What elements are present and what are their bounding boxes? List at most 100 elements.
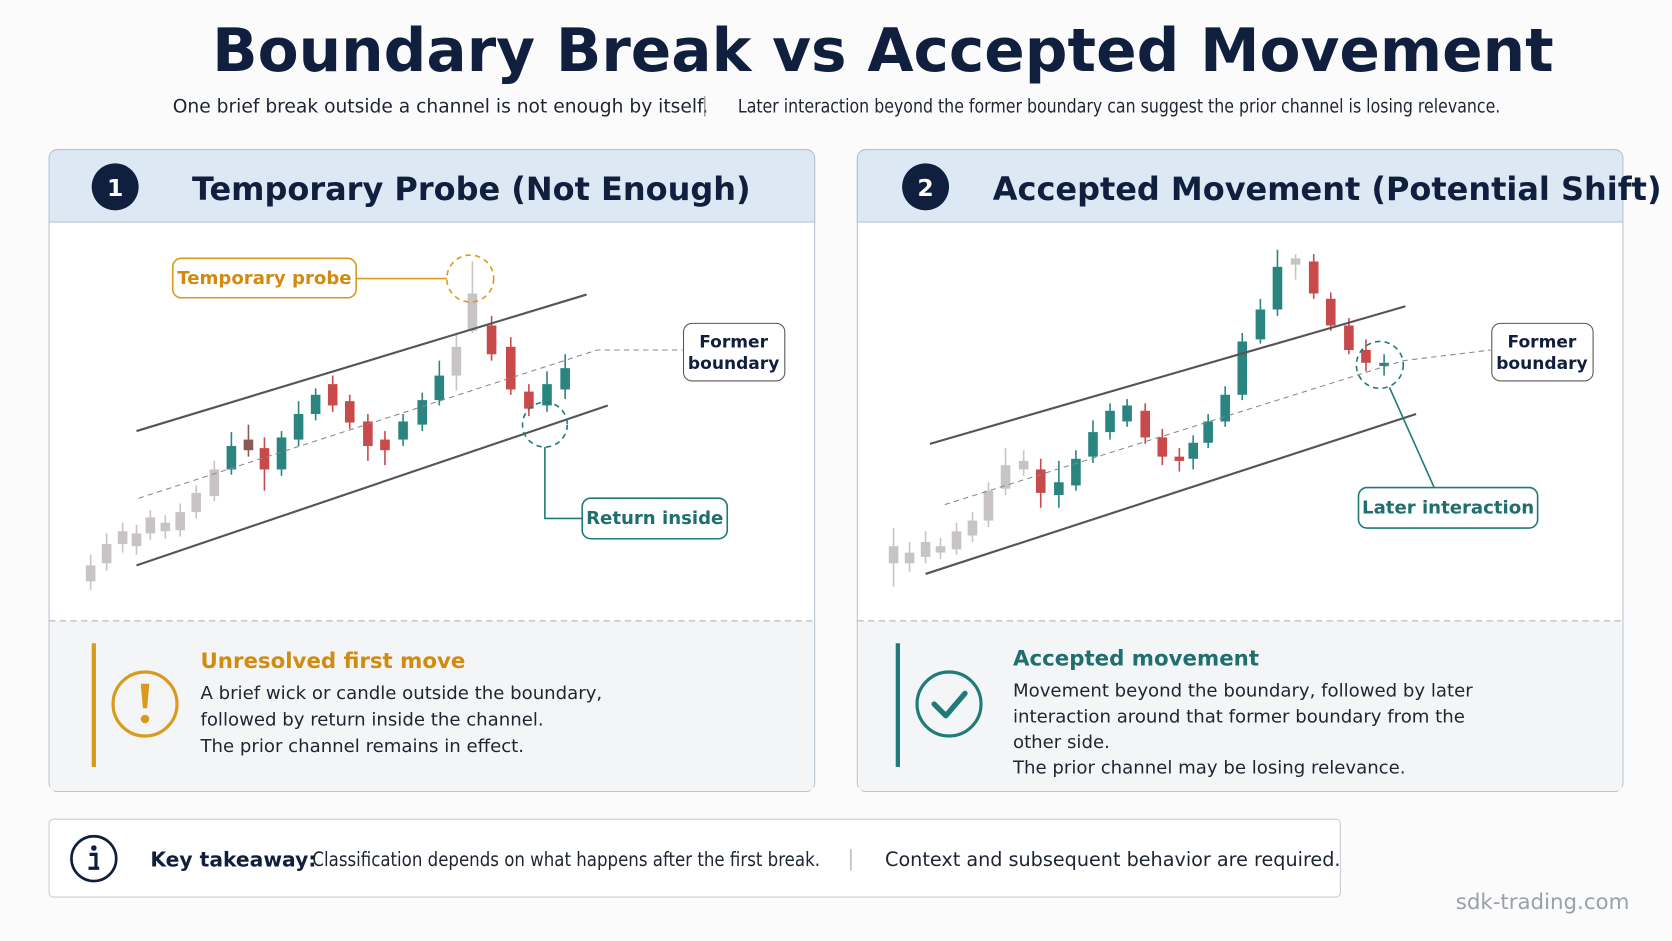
warning-dot (140, 714, 150, 724)
candle-body (542, 384, 552, 406)
candle-body (160, 522, 171, 532)
candle-body (380, 439, 390, 451)
interaction-label: Later interaction (1362, 497, 1534, 518)
candle-body (417, 400, 428, 425)
channel-line (136, 293, 587, 433)
channel-line (136, 404, 609, 567)
connector (544, 447, 583, 520)
midline (944, 349, 1491, 506)
label-box (1491, 322, 1594, 382)
takeaway-text: Classification depends on what happens a… (312, 848, 820, 871)
candle-body (101, 544, 112, 564)
boundary-label: boundary (1496, 354, 1587, 374)
candle-body (467, 293, 478, 331)
candles (85, 261, 570, 590)
candle-body (1018, 460, 1029, 470)
candle-body (1174, 456, 1185, 461)
candle-body (1237, 341, 1248, 395)
info-icon (70, 834, 118, 883)
candle-body (327, 384, 338, 406)
takeaway-label: Key takeaway: (150, 848, 316, 872)
candle-body (505, 346, 516, 390)
boundary-label: boundary (688, 354, 779, 374)
candle-body (560, 368, 570, 390)
candle-body (524, 391, 534, 409)
takeaway-box (48, 818, 1341, 898)
footer: sdk-trading.com (1456, 890, 1630, 915)
panel-title: Temporary Probe (Not Enough) (192, 170, 751, 208)
connector (1388, 387, 1435, 488)
accent-bar (91, 643, 96, 767)
note-line: The prior channel may be losing relevanc… (1012, 758, 1406, 779)
candle-body (1308, 261, 1319, 294)
candle-body (259, 448, 270, 470)
candle-body (434, 375, 445, 401)
note-heading: Accepted movement (1013, 647, 1259, 672)
title: Boundary Break vs Accepted Movement (212, 17, 1554, 86)
note-heading: Unresolved first move (200, 649, 465, 674)
candle-body (1105, 410, 1115, 433)
highlight-circle (521, 401, 569, 448)
number-badge (902, 163, 950, 211)
channel-line (925, 412, 1417, 575)
note-area (50, 620, 814, 791)
candle-body (1071, 458, 1081, 486)
takeaway-text: Context and subsequent behavior are requ… (885, 848, 1340, 871)
candle-body (363, 421, 373, 446)
panel: 1 Temporary Probe (Not Enough) Temporary… (48, 149, 816, 792)
candle-body (145, 517, 156, 534)
candle-body (117, 531, 128, 545)
candle-body (191, 492, 202, 513)
label-box (581, 497, 729, 540)
candle-body (310, 394, 321, 414)
candle-body (209, 469, 220, 497)
info-stem (88, 852, 100, 870)
note-line: interaction around that former boundary … (1013, 706, 1465, 727)
candle-body (175, 512, 186, 531)
candle-body (951, 531, 962, 550)
note-line: A brief wick or candle outside the bound… (200, 683, 602, 704)
candle-body (1054, 482, 1064, 496)
candle-body (1344, 325, 1354, 351)
channel-line (929, 305, 1406, 445)
subtitle-left: One brief break outside a channel is not… (173, 96, 708, 117)
midline (138, 349, 683, 499)
candle-body (983, 490, 994, 521)
highlight-circle (445, 254, 495, 303)
candle-body (920, 541, 931, 557)
candle-body (904, 552, 915, 564)
candle-body (1203, 421, 1213, 443)
label-box (1357, 486, 1539, 529)
note-line: The prior channel remains in effect. (199, 736, 524, 757)
candle-body (451, 346, 462, 376)
candle-body (226, 445, 237, 470)
subtitle-right: Later interaction beyond the former boun… (738, 96, 1500, 117)
candle-body (935, 546, 946, 553)
candle-body (1157, 437, 1168, 457)
candle-body (131, 533, 142, 547)
candle-body (1361, 350, 1371, 363)
candle-body (1272, 266, 1283, 310)
candle-body (85, 565, 96, 582)
candle-body (398, 421, 408, 440)
note-line: Movement beyond the boundary, followed b… (1013, 681, 1473, 702)
candle-body (1000, 465, 1011, 489)
candle-body (243, 439, 254, 451)
candle-body (1035, 469, 1046, 493)
check-mark (931, 690, 968, 719)
candle-body (1255, 309, 1266, 340)
candle-body (1379, 362, 1389, 366)
note-line: other side. (1013, 732, 1110, 753)
number-badge (91, 163, 139, 211)
candle-body (1290, 258, 1301, 265)
panel-number: 2 (917, 174, 933, 202)
candle-body (293, 413, 304, 440)
return-label: Return inside (586, 508, 723, 529)
label-box (682, 322, 786, 382)
probe-label: Temporary probe (177, 268, 351, 289)
panel-header (856, 149, 1624, 223)
candle-body (1188, 442, 1199, 459)
highlight-circle (1355, 340, 1405, 390)
check-icon (915, 670, 983, 738)
